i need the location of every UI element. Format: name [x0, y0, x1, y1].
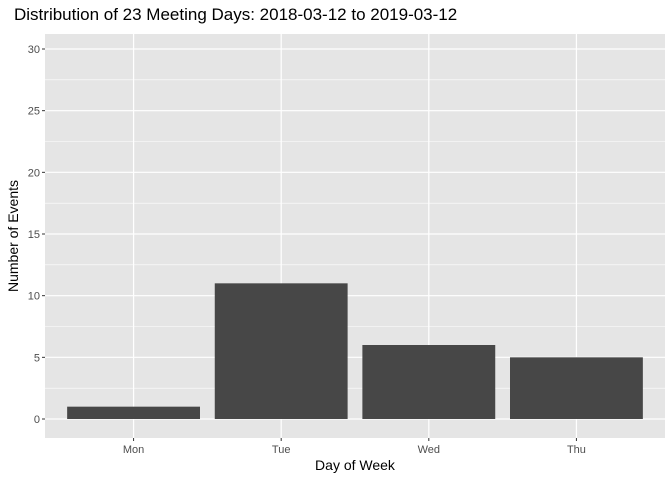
y-tick-label: 15	[28, 229, 40, 241]
y-axis: 0 5 10 15 20 25 30	[28, 44, 45, 426]
y-tick-label: 5	[34, 352, 40, 364]
bar-mon	[67, 406, 201, 419]
y-tick-label: 10	[28, 291, 40, 303]
x-tick-label: Thu	[567, 444, 586, 456]
x-tick-label: Mon	[123, 444, 144, 456]
y-tick-label: 0	[34, 414, 40, 426]
x-axis-title: Day of Week	[315, 457, 396, 473]
y-tick-label: 20	[28, 167, 40, 179]
minor-gridlines	[45, 79, 665, 389]
bar-wed	[362, 345, 496, 419]
y-axis-title: Number of Events	[5, 180, 21, 292]
y-tick-label: 25	[28, 106, 40, 118]
x-axis: Mon Tue Wed Thu	[123, 438, 586, 456]
x-tick-label: Tue	[272, 444, 291, 456]
x-tick-label: Wed	[418, 444, 440, 456]
major-gridlines	[45, 34, 665, 438]
bar-tue	[214, 283, 348, 419]
y-tick-label: 30	[28, 44, 40, 56]
bar-thu	[510, 357, 643, 419]
chart-title: Distribution of 23 Meeting Days: 2018-03…	[14, 5, 457, 24]
bars	[67, 283, 643, 419]
